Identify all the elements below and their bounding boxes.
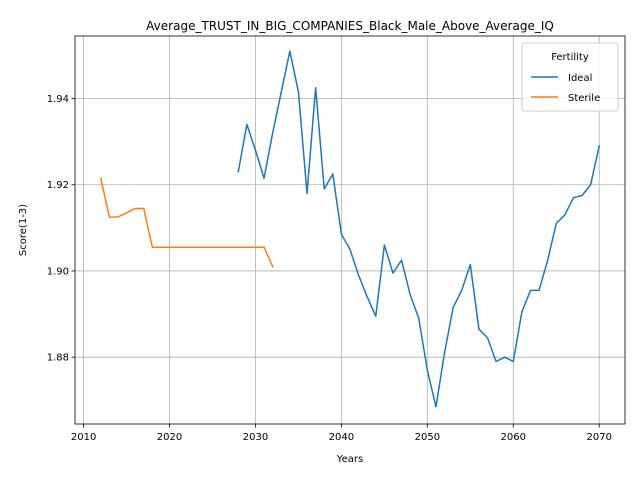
y-tick-label: 1.90 <box>47 266 69 277</box>
x-tick-label: 2070 <box>586 432 611 443</box>
y-tick-label: 1.94 <box>47 94 69 105</box>
x-tick-label: 2040 <box>329 432 354 443</box>
y-tick-label: 1.92 <box>47 180 69 191</box>
plot-frame <box>74 35 626 425</box>
x-axis-label: Years <box>336 454 363 465</box>
x-tick-label: 2050 <box>415 432 440 443</box>
x-tick-label: 2010 <box>71 432 96 443</box>
legend-box <box>521 42 619 112</box>
series-lines <box>99 50 601 408</box>
y-tick-label: 1.88 <box>47 353 69 364</box>
y-axis-label: Score(1-3) <box>18 204 29 256</box>
series-line-sterile <box>99 177 274 268</box>
legend: Fertility Ideal Sterile <box>521 42 619 112</box>
x-tick-label: 2060 <box>501 432 526 443</box>
axis-ticks: 2010 2020 2030 2040 2050 2060 2070 1.88 1.90 1.92… <box>47 94 612 443</box>
grid <box>75 36 625 424</box>
x-tick-label: 2030 <box>243 432 268 443</box>
chart-title: Average_TRUST_IN_BIG_COMPANIES_Black_Mal… <box>146 19 554 33</box>
legend-label-ideal: Ideal <box>568 73 592 84</box>
x-tick-label: 2020 <box>157 432 182 443</box>
legend-label-sterile: Sterile <box>568 93 600 104</box>
series-line-ideal <box>237 50 601 408</box>
legend-title: Fertility <box>551 52 589 63</box>
